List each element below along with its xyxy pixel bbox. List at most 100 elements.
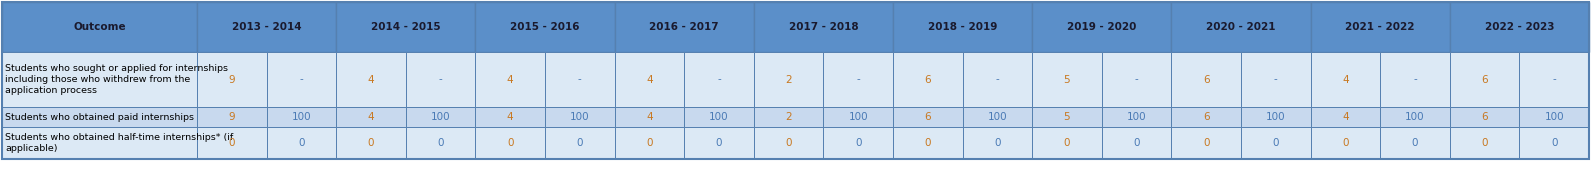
Bar <box>1241 52 1311 107</box>
Text: Outcome: Outcome <box>73 22 126 32</box>
Text: 0: 0 <box>1343 138 1349 148</box>
Text: 0: 0 <box>786 138 792 148</box>
Bar <box>1519 107 1589 127</box>
Bar <box>1449 52 1519 107</box>
Bar <box>754 107 824 127</box>
Bar <box>754 127 824 159</box>
Text: 5: 5 <box>1064 112 1071 122</box>
Text: 0: 0 <box>994 138 1001 148</box>
Text: 0: 0 <box>1273 138 1279 148</box>
Bar <box>754 52 824 107</box>
Text: -: - <box>1274 74 1278 84</box>
Bar <box>1311 107 1381 127</box>
Bar <box>267 127 336 159</box>
Text: 100: 100 <box>1545 112 1564 122</box>
Bar <box>336 107 406 127</box>
Text: 4: 4 <box>368 74 374 84</box>
Text: 0: 0 <box>229 138 235 148</box>
Text: -: - <box>1413 74 1418 84</box>
Bar <box>893 127 963 159</box>
Bar <box>476 127 546 159</box>
Text: 100: 100 <box>1266 112 1286 122</box>
Text: 0: 0 <box>716 138 722 148</box>
Bar <box>406 52 476 107</box>
Bar <box>1519 127 1589 159</box>
Bar <box>197 2 336 52</box>
Text: 100: 100 <box>291 112 312 122</box>
Text: 0: 0 <box>1481 138 1488 148</box>
Text: 6: 6 <box>1481 74 1488 84</box>
Text: -: - <box>299 74 304 84</box>
Text: -: - <box>1134 74 1139 84</box>
Bar <box>476 52 546 107</box>
Text: 2013 - 2014: 2013 - 2014 <box>232 22 301 32</box>
Text: -: - <box>718 74 721 84</box>
Text: 4: 4 <box>646 112 652 122</box>
Bar <box>476 2 614 52</box>
Bar <box>614 107 684 127</box>
Bar <box>267 107 336 127</box>
Text: 0: 0 <box>854 138 861 148</box>
Bar <box>1381 52 1449 107</box>
Text: 0: 0 <box>646 138 652 148</box>
Bar <box>546 52 614 107</box>
Bar <box>1103 52 1171 107</box>
Text: 4: 4 <box>508 74 514 84</box>
Bar <box>1171 52 1241 107</box>
Bar <box>824 127 893 159</box>
Text: 4: 4 <box>508 112 514 122</box>
Bar <box>684 107 754 127</box>
Bar <box>1171 107 1241 127</box>
Bar <box>1171 2 1311 52</box>
Bar <box>1171 127 1241 159</box>
Text: 9: 9 <box>229 112 235 122</box>
Text: 2018 - 2019: 2018 - 2019 <box>928 22 998 32</box>
Bar <box>336 2 476 52</box>
Text: 100: 100 <box>570 112 590 122</box>
Bar <box>197 52 267 107</box>
Bar <box>1311 2 1449 52</box>
Bar <box>893 52 963 107</box>
Bar <box>963 52 1033 107</box>
Text: 4: 4 <box>1343 74 1349 84</box>
Bar <box>614 2 754 52</box>
Bar <box>893 107 963 127</box>
Text: 100: 100 <box>431 112 450 122</box>
Text: 100: 100 <box>848 112 869 122</box>
Text: 2017 - 2018: 2017 - 2018 <box>789 22 858 32</box>
Text: 2015 - 2016: 2015 - 2016 <box>511 22 579 32</box>
Text: 4: 4 <box>646 74 652 84</box>
Text: 9: 9 <box>229 74 235 84</box>
Text: 100: 100 <box>710 112 729 122</box>
Text: 0: 0 <box>1064 138 1071 148</box>
Text: 6: 6 <box>924 112 931 122</box>
Bar <box>824 107 893 127</box>
Text: 6: 6 <box>1481 112 1488 122</box>
Bar <box>963 107 1033 127</box>
Bar <box>1381 107 1449 127</box>
Text: 5: 5 <box>1064 74 1071 84</box>
Bar <box>406 107 476 127</box>
Bar <box>2 107 197 127</box>
Bar <box>1449 107 1519 127</box>
Bar <box>684 127 754 159</box>
Text: 6: 6 <box>1203 112 1209 122</box>
Text: 6: 6 <box>924 74 931 84</box>
Bar <box>614 52 684 107</box>
Bar <box>963 127 1033 159</box>
Text: 0: 0 <box>576 138 582 148</box>
Bar <box>1311 52 1381 107</box>
Bar <box>267 52 336 107</box>
Text: 100: 100 <box>1405 112 1426 122</box>
Bar <box>893 2 1033 52</box>
Bar <box>197 127 267 159</box>
Text: 0: 0 <box>1133 138 1139 148</box>
Text: 0: 0 <box>508 138 514 148</box>
Text: -: - <box>578 74 582 84</box>
Text: 0: 0 <box>368 138 374 148</box>
Bar <box>614 127 684 159</box>
Bar <box>1033 52 1103 107</box>
Text: 0: 0 <box>1551 138 1558 148</box>
Bar <box>1449 2 1589 52</box>
Text: Students who obtained paid internships: Students who obtained paid internships <box>5 113 194 122</box>
